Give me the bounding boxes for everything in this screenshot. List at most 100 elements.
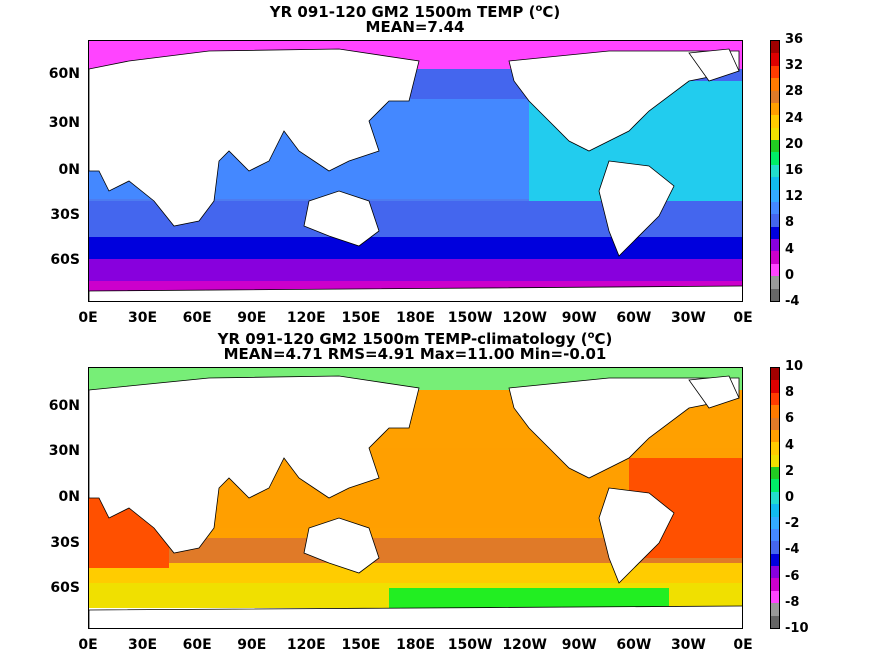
lat-label-60n-bottom: 60N — [48, 398, 80, 414]
colorbar-swatch — [771, 590, 779, 604]
colorbar-swatch — [771, 603, 779, 616]
lat-label-30n-top: 30N — [48, 115, 80, 131]
colorbar-swatch — [771, 553, 779, 566]
lon-label: 30W — [670, 310, 706, 326]
colorbar-swatch — [771, 454, 779, 467]
colorbar-swatch — [771, 263, 779, 277]
colorbar-label: 32 — [785, 58, 804, 74]
colorbar-label: 12 — [785, 189, 804, 205]
lat-label-30s-bottom: 30S — [50, 535, 80, 551]
colorbar-swatch — [771, 226, 779, 239]
map-panel-top — [88, 40, 743, 302]
lat-label-60n-top: 60N — [48, 66, 80, 82]
lon-label: 90E — [237, 310, 267, 326]
map-panel-bottom — [88, 367, 743, 629]
colorbar-label: -8 — [785, 594, 800, 610]
colorbar-swatch — [771, 78, 779, 91]
lat-label-30n-bottom: 30N — [48, 443, 80, 459]
colorbar-swatch — [771, 102, 779, 116]
colorbar-swatch — [771, 41, 779, 54]
lon-label: 150E — [341, 637, 381, 653]
lon-label: 60W — [616, 310, 652, 326]
colorbar-label: 28 — [785, 84, 804, 100]
temperature-map-top — [89, 41, 742, 301]
lon-label: 90W — [561, 637, 597, 653]
colorbar-swatch — [771, 90, 779, 103]
colorbar-swatch — [771, 528, 779, 542]
colorbar-swatch — [771, 491, 779, 505]
colorbar-label: 4 — [785, 241, 795, 257]
colorbar-label: 6 — [785, 411, 795, 427]
map-title-top: YR 091-120 GM2 1500m TEMP (oC) — [269, 3, 561, 21]
colorbar-swatch — [771, 405, 779, 418]
lon-label: 120E — [286, 637, 326, 653]
colorbar-swatch — [771, 615, 779, 628]
lon-label: 0E — [733, 637, 753, 653]
lat-label-0n-bottom: 0N — [58, 489, 80, 505]
colorbar-swatch — [771, 201, 779, 215]
colorbar-swatch — [771, 479, 779, 492]
lon-label: 60E — [182, 310, 212, 326]
lon-label: 0E — [733, 310, 753, 326]
colorbar-swatch — [771, 276, 779, 289]
colorbar-swatch — [771, 417, 779, 430]
colorbar-swatch — [771, 442, 779, 455]
lon-label: 0E — [78, 310, 98, 326]
colorbar-swatch — [771, 368, 779, 381]
lon-label: 30E — [128, 637, 158, 653]
colorbar-label: 0 — [785, 490, 795, 505]
lat-label-60s-top: 60S — [50, 252, 80, 268]
colorbar-swatch — [771, 380, 779, 393]
colorbar-swatch — [771, 115, 779, 128]
colorbar-label: 4 — [785, 437, 795, 453]
lon-label: 180E — [396, 310, 435, 326]
colorbar-swatch — [771, 65, 779, 79]
colorbar-label: 8 — [785, 215, 795, 231]
colorbar-swatch — [771, 140, 779, 153]
colorbar-swatch — [771, 214, 779, 227]
colorbar-label: -4 — [785, 294, 800, 309]
colorbar-label: 20 — [785, 136, 804, 152]
colorbar-swatch — [771, 467, 779, 480]
colorbar-label: 24 — [785, 110, 804, 126]
lon-label: 90W — [561, 310, 597, 326]
colorbar-label: 0 — [785, 267, 795, 283]
lat-label-0n-top: 0N — [58, 162, 80, 178]
colorbar-swatch — [771, 392, 779, 406]
colorbar-swatch — [771, 53, 779, 66]
colorbar-label: 36 — [785, 32, 804, 47]
colorbar-swatch — [771, 429, 779, 443]
lat-label-60s-bottom: 60S — [50, 580, 80, 596]
colorbar-swatch — [771, 504, 779, 517]
colorbar-label: -2 — [785, 516, 800, 532]
lon-label: 90E — [237, 637, 267, 653]
lon-label: 60W — [616, 637, 652, 653]
lon-label: 150W — [447, 637, 493, 653]
colorbar-swatch — [771, 288, 779, 301]
colorbar-swatch — [771, 516, 779, 529]
colorbar-label: 8 — [785, 385, 795, 401]
colorbar-swatch — [771, 189, 779, 202]
colorbar-label: -6 — [785, 568, 800, 584]
map-title-bottom: YR 091-120 GM2 1500m TEMP-climatology (o… — [217, 330, 613, 348]
colorbar-swatch — [771, 251, 779, 264]
map-subtitle-top: MEAN=7.44 — [365, 18, 465, 36]
colorbar-swatch — [771, 127, 779, 140]
colorbar-swatch — [771, 239, 779, 252]
lon-label: 0E — [78, 637, 98, 653]
lon-label: 120W — [502, 637, 547, 653]
colorbar-label: -10 — [785, 621, 809, 636]
lon-label: 120W — [502, 310, 547, 326]
colorbar-label: 10 — [785, 359, 804, 374]
lon-label: 30W — [670, 637, 706, 653]
lon-label: 150W — [447, 310, 493, 326]
lon-label: 180E — [396, 637, 435, 653]
colorbar-label: 16 — [785, 163, 804, 178]
lon-label: 30E — [128, 310, 158, 326]
temperature-anomaly-map-bottom — [89, 368, 742, 628]
colorbar-swatch — [771, 152, 779, 165]
colorbar-swatch — [771, 177, 779, 190]
colorbar-bottom — [770, 367, 780, 629]
lat-label-30s-top: 30S — [50, 207, 80, 223]
colorbar-swatch — [771, 578, 779, 591]
